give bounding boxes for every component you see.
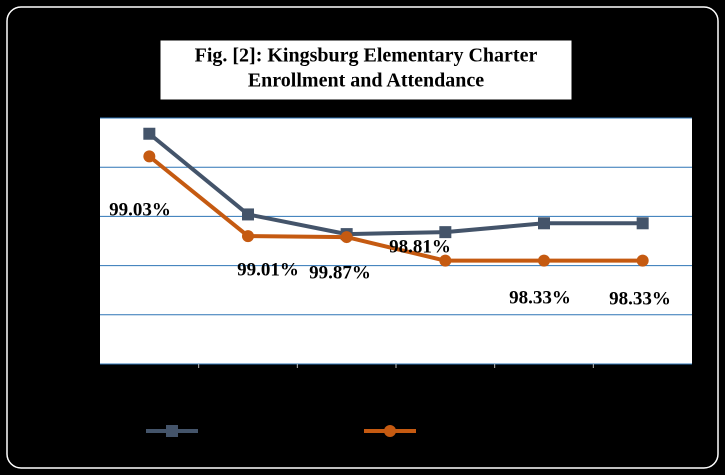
chart-title: Enrollment and Attendance [248, 70, 484, 92]
marker [242, 230, 254, 243]
y-tick-label: 99.00% [696, 213, 710, 218]
marker [439, 226, 452, 239]
marker [242, 208, 254, 221]
marker [340, 231, 353, 244]
chart-title: Fig. [2]: Kingsburg Elementary Charter [195, 45, 538, 67]
y-tick-label: 98.50% [696, 263, 710, 268]
marker [143, 127, 156, 140]
legend-marker [384, 425, 396, 437]
annotation: 99.01% [237, 259, 299, 280]
marker [538, 254, 550, 267]
marker [439, 254, 452, 267]
y-tick-label: 98.00% [696, 312, 710, 317]
annotation: 99.87% [309, 262, 371, 283]
marker [636, 254, 649, 267]
marker [538, 217, 550, 230]
plot-area [100, 118, 692, 364]
series-line [148, 132, 643, 237]
annotation: 98.81% [389, 236, 451, 257]
annotation: 98.33% [609, 288, 671, 309]
annotation: 98.33% [509, 287, 571, 308]
y-tick-label: 97.50% [696, 361, 710, 366]
y-tick-label: 99.50% [696, 164, 710, 169]
marker [143, 150, 156, 163]
title-box [159, 39, 573, 101]
marker [636, 217, 649, 230]
annotation: 99.03% [109, 199, 171, 220]
legend-marker [166, 425, 178, 437]
y-tick-label: 100.00% [696, 115, 712, 120]
series-line [148, 154, 643, 263]
